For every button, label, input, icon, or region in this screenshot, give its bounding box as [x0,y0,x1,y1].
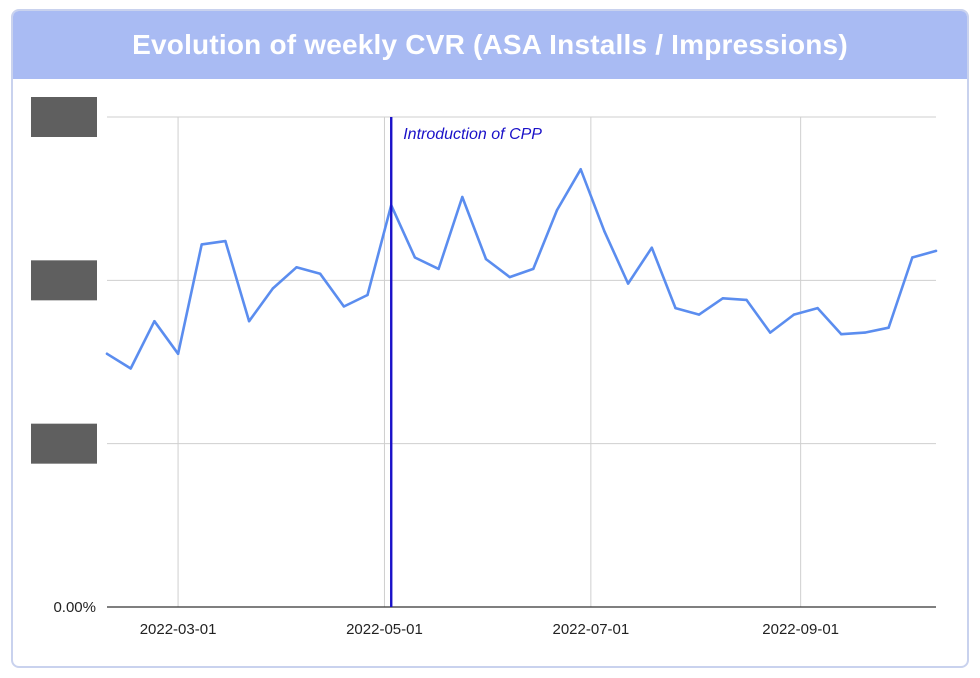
data-point [176,352,180,356]
series-lines [105,168,938,370]
redacted-y-tick-label [31,97,97,137]
data-point [437,267,440,271]
data-point [816,306,819,310]
data-point [224,239,227,243]
data-point [247,319,251,323]
data-point [769,331,772,334]
data-point [934,249,938,253]
data-point [840,333,843,336]
chart-card: Evolution of weekly CVR (ASA Installs / … [11,9,969,668]
data-point [105,352,109,356]
data-point [745,298,748,302]
data-point [508,275,511,279]
data-point [461,195,464,199]
data-point [863,331,867,334]
data-point [295,266,298,269]
redacted-y-tick-labels [31,97,97,464]
data-point [650,246,653,249]
data-point [674,306,677,310]
data-point [153,319,156,323]
data-point [555,208,559,212]
series-line [105,168,938,370]
data-point [911,256,914,259]
data-point [887,326,890,329]
x-tick-label: 2022-07-01 [552,621,629,638]
data-point [484,257,488,261]
data-point [579,168,582,171]
redacted-y-tick-label [31,423,97,464]
axes: 0.00% 2022-03-01 2022-05-01 2022-07-01 2022-… [53,599,936,638]
data-point [413,256,417,259]
data-point [626,282,630,285]
data-point [697,313,701,316]
x-tick-label: 2022-05-01 [346,621,423,638]
grid-lines [107,116,936,607]
redacted-y-tick-label [31,260,97,301]
x-tick-label: 2022-09-01 [762,621,839,638]
data-point [603,230,606,233]
data-point [200,243,203,246]
data-point [721,297,725,300]
data-point [318,272,322,275]
chart-header: Evolution of weekly CVR (ASA Installs / … [13,11,967,79]
data-point [792,313,796,316]
data-point [532,267,535,271]
data-point [129,367,132,370]
data-point [342,305,346,308]
x-tick-label: 2022-03-01 [140,621,217,638]
annotation-label: Introduction of CPP [403,126,542,143]
data-point [271,287,274,290]
data-point [366,293,369,297]
chart-title: Evolution of weekly CVR (ASA Installs / … [132,29,848,60]
y-tick-label: 0.00% [53,599,96,616]
annotations: Introduction of CPP [390,117,542,607]
